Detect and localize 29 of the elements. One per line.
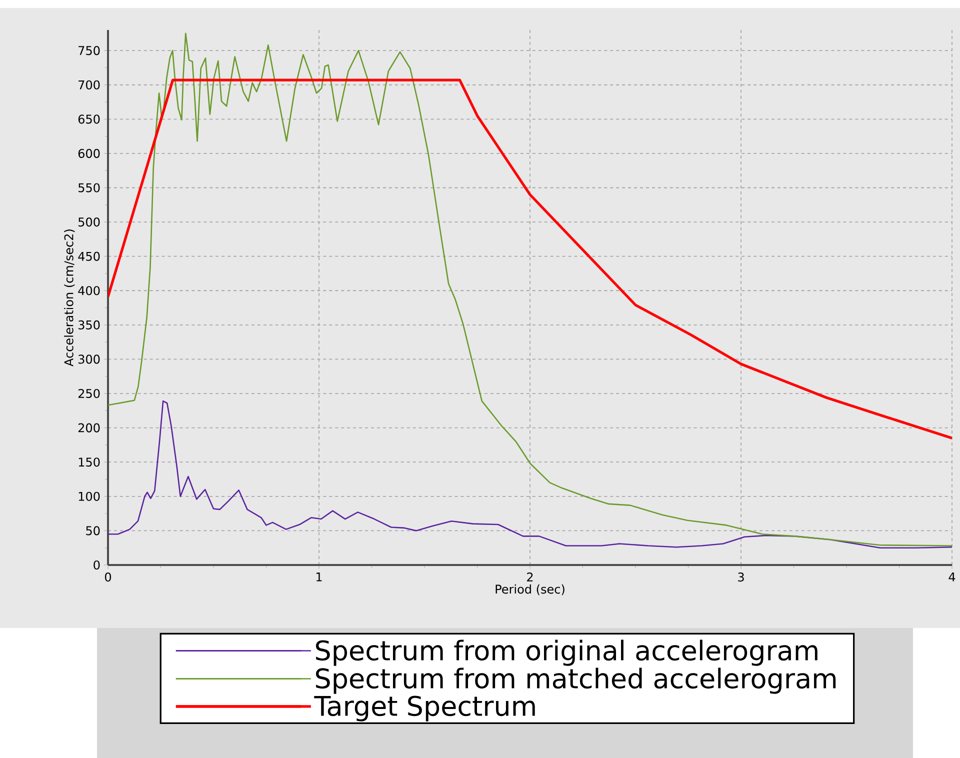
y-tick-label: 400	[78, 286, 100, 296]
x-tick-label: 4	[948, 572, 956, 582]
y-tick-label: 100	[78, 492, 100, 501]
y-tick-label: 150	[78, 458, 100, 467]
y-tick-label: 700	[78, 80, 100, 90]
x-axis-title: Period (sec)	[496, 584, 564, 596]
legend-label: Spectrum from original accelerogram	[316, 640, 818, 666]
y-tick-label: 550	[78, 183, 100, 192]
y-tick-label: 750	[78, 46, 100, 56]
line-series	[108, 78, 952, 440]
legend-label: Target Spectrum	[314, 696, 535, 722]
y-tick-label: 0	[94, 560, 100, 570]
line-series	[108, 32, 952, 546]
y-tick-label: 600	[78, 148, 100, 158]
y-axis-title: Acceleration (cm/sec2)	[64, 230, 75, 366]
x-tick-label: 3	[738, 572, 744, 582]
y-tick-label: 450	[78, 252, 100, 261]
y-tick-label: 500	[78, 218, 100, 227]
y-tick-label: 300	[78, 354, 100, 364]
y-tick-label: 250	[78, 388, 100, 398]
x-tick-label: 1	[316, 572, 322, 582]
x-tick-label: 2	[527, 572, 533, 582]
y-tick-label: 350	[78, 320, 100, 330]
x-tick-label: 0	[104, 572, 112, 582]
y-tick-label: 650	[78, 114, 100, 124]
y-tick-label: 200	[78, 423, 100, 432]
y-tick-label: 50	[86, 526, 100, 536]
legend-label: Spectrum from matched accelerogram	[316, 668, 836, 694]
line-series	[108, 400, 952, 548]
